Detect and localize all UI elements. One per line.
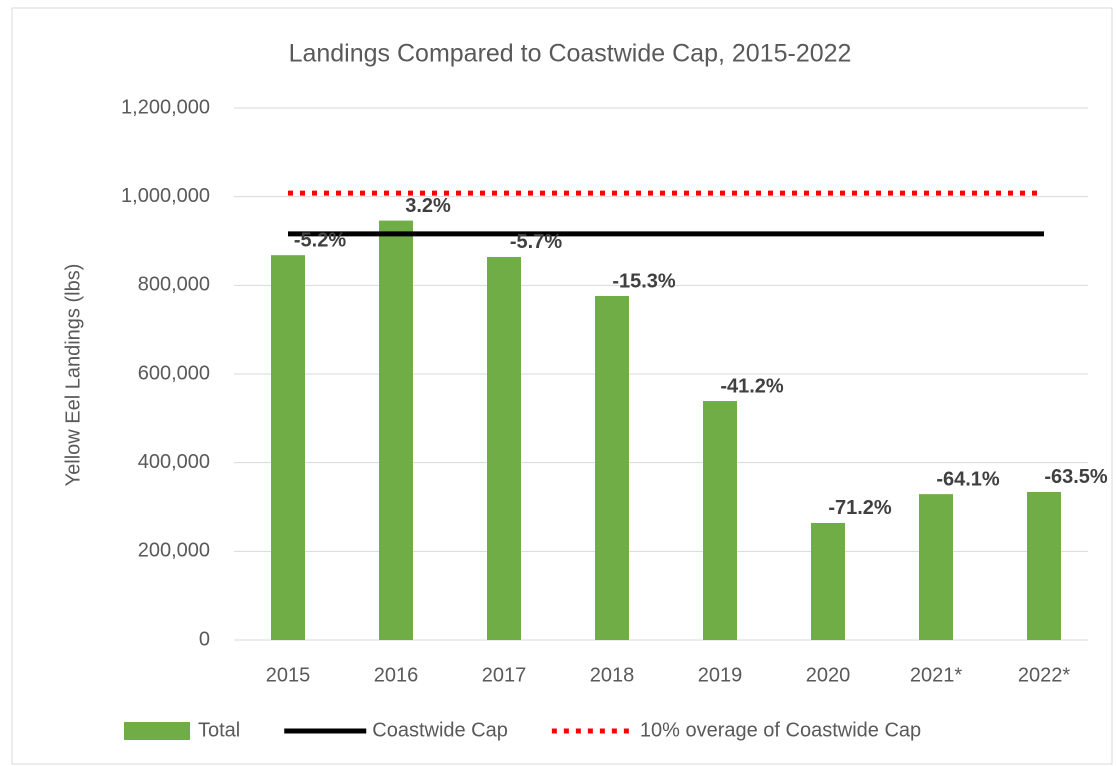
data-annotation: -5.7% [510,231,562,253]
chart-title: Landings Compared to Coastwide Cap, 2015… [289,40,852,68]
y-tick-label: 200,000 [138,540,210,562]
data-annotation: -5.2% [294,229,346,251]
data-annotation: -41.2% [720,375,784,397]
data-annotation: 3.2% [405,195,451,217]
data-annotation: -63.5% [1044,466,1108,488]
y-tick-label: 0 [199,628,210,650]
x-tick-label: 2018 [590,664,635,686]
bar [487,256,521,640]
x-tick-label: 2021* [910,664,962,686]
x-tick-label: 2019 [698,664,743,686]
y-axis-title: Yellow Eel Landings (lbs) [62,264,84,487]
x-tick-label: 2022* [1018,664,1070,686]
y-tick-label: 800,000 [138,274,210,296]
legend-label: Total [198,719,240,741]
x-tick-label: 2020 [806,664,851,686]
x-tick-label: 2015 [266,664,311,686]
y-tick-label: 400,000 [138,451,210,473]
bar [919,494,953,640]
bar [1027,491,1061,640]
x-tick-label: 2016 [374,664,419,686]
legend-swatch [124,722,190,740]
legend-label: Coastwide Cap [372,719,508,741]
bar [703,401,737,640]
bar [595,295,629,640]
data-annotation: -71.2% [828,497,892,519]
y-tick-label: 1,000,000 [121,185,210,207]
data-annotation: -64.1% [936,468,1000,490]
y-tick-label: 1,200,000 [121,96,210,118]
y-tick-label: 600,000 [138,362,210,384]
data-annotation: -15.3% [612,270,676,292]
bar [811,522,845,640]
legend-label: 10% overage of Coastwide Cap [640,719,921,741]
x-tick-label: 2017 [482,664,527,686]
bar [271,255,305,641]
chart-border [11,7,1113,765]
bar [379,220,413,640]
